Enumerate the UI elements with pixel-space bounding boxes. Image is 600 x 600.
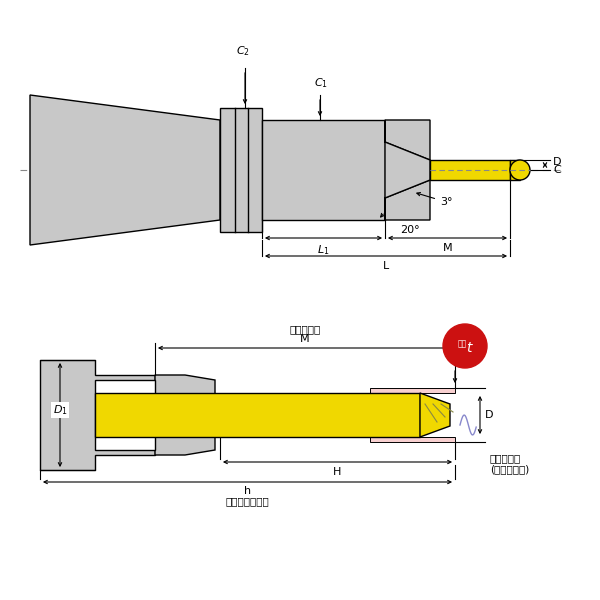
- Text: $L_1$: $L_1$: [317, 243, 330, 257]
- Text: $D_1$: $D_1$: [53, 403, 67, 417]
- Text: $C_1$: $C_1$: [314, 76, 328, 90]
- Text: 肉厚: 肉厚: [457, 340, 467, 349]
- Polygon shape: [370, 388, 455, 393]
- Text: h: h: [244, 486, 251, 496]
- Text: 加工有効長: 加工有効長: [289, 324, 320, 334]
- Text: D: D: [485, 410, 493, 420]
- Circle shape: [443, 324, 487, 368]
- Text: D: D: [553, 157, 562, 167]
- Polygon shape: [385, 120, 430, 220]
- Polygon shape: [510, 160, 520, 180]
- Text: $t$: $t$: [466, 341, 474, 355]
- Text: 工具最大挿入長: 工具最大挿入長: [226, 496, 269, 506]
- Text: L: L: [383, 261, 389, 271]
- Text: H: H: [334, 467, 341, 477]
- Polygon shape: [95, 380, 155, 450]
- Text: つかみ長さ
(最低把持長): つかみ長さ (最低把持長): [490, 453, 529, 475]
- Text: 20°: 20°: [400, 225, 420, 235]
- Text: M: M: [443, 243, 452, 253]
- Polygon shape: [155, 375, 215, 455]
- Polygon shape: [262, 120, 385, 220]
- Polygon shape: [385, 180, 430, 220]
- Polygon shape: [420, 393, 450, 437]
- Text: $C_2$: $C_2$: [236, 44, 250, 58]
- Polygon shape: [30, 95, 220, 245]
- Polygon shape: [430, 160, 510, 180]
- Text: 3°: 3°: [417, 193, 452, 207]
- Text: M: M: [300, 334, 310, 344]
- Polygon shape: [220, 108, 262, 232]
- Polygon shape: [95, 393, 420, 437]
- Circle shape: [510, 160, 530, 180]
- Polygon shape: [385, 120, 430, 160]
- Text: C: C: [553, 165, 561, 175]
- Polygon shape: [40, 360, 155, 470]
- Polygon shape: [370, 437, 455, 442]
